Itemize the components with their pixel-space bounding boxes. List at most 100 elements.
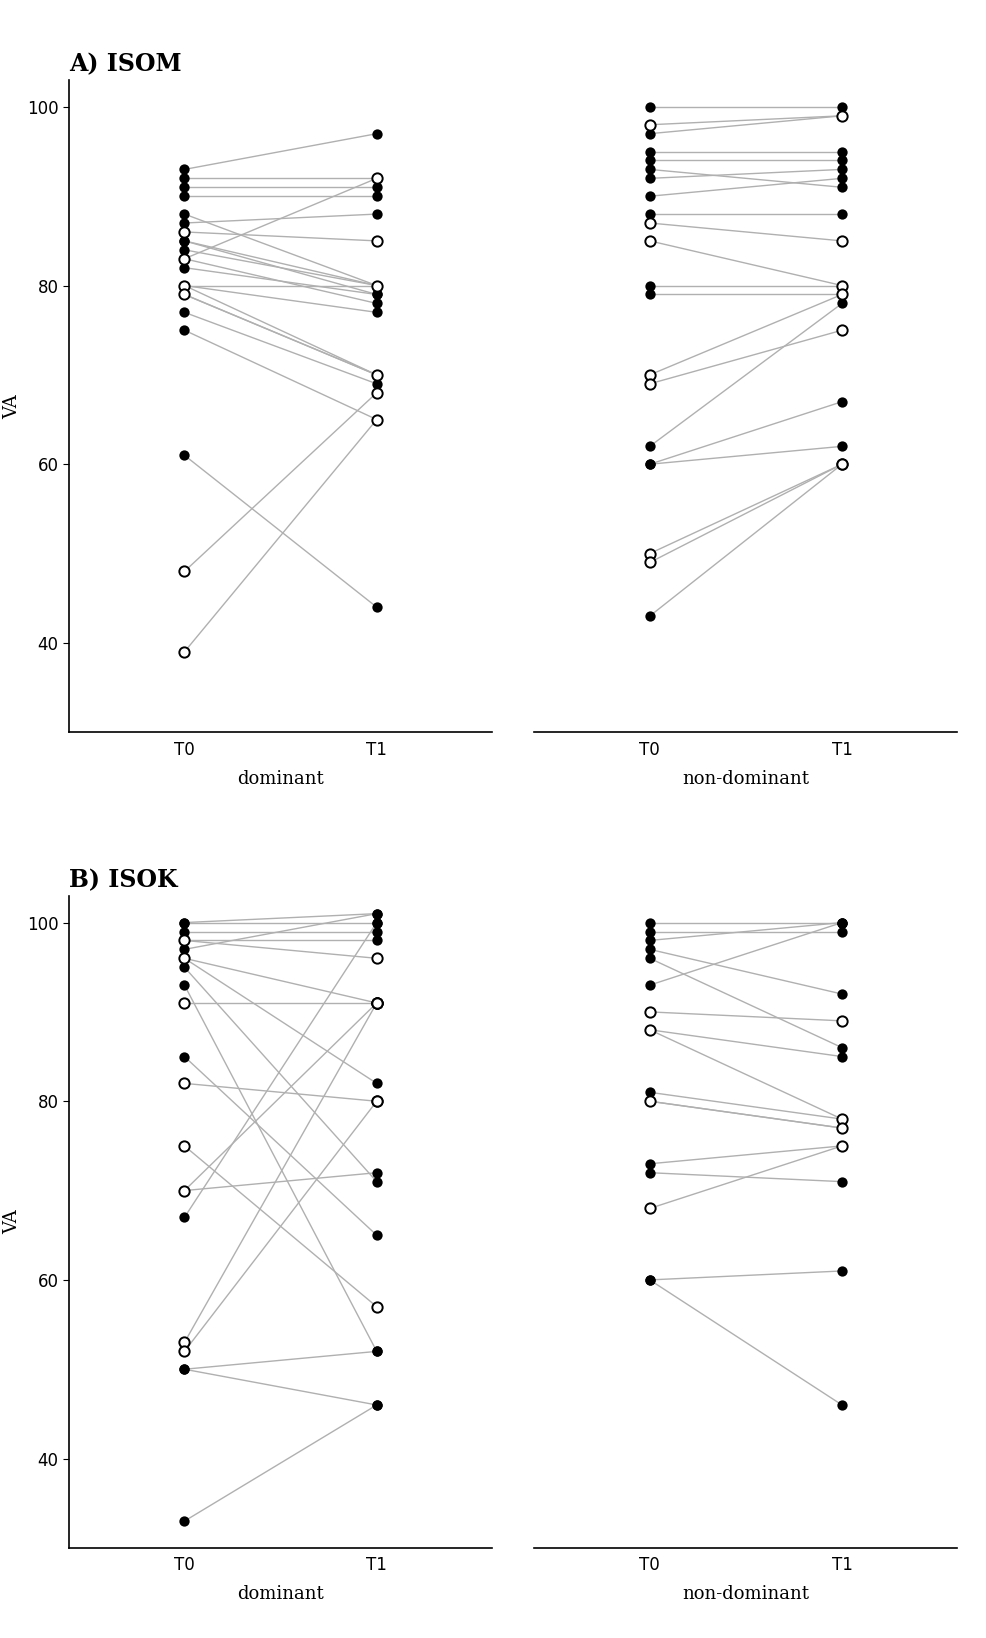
Point (833, 1115, 849, 1142)
Point (369, 1392, 385, 1419)
Point (833, 1043, 849, 1070)
Point (641, 1088, 657, 1114)
Point (369, 300, 385, 326)
Point (176, 937, 192, 963)
Point (369, 272, 385, 298)
Point (369, 1338, 385, 1364)
Point (369, 380, 385, 406)
Point (833, 228, 849, 254)
Point (176, 1178, 192, 1204)
Point (641, 121, 657, 147)
Point (833, 1035, 849, 1061)
Point (176, 282, 192, 308)
Point (176, 246, 192, 272)
Point (833, 318, 849, 344)
Point (176, 945, 192, 971)
Point (641, 272, 657, 298)
Point (833, 1258, 849, 1284)
Point (641, 111, 657, 138)
Point (641, 549, 657, 575)
Point (833, 103, 849, 129)
X-axis label: non-dominant: non-dominant (681, 1586, 809, 1604)
Point (369, 909, 385, 935)
Point (369, 1088, 385, 1114)
Point (641, 201, 657, 228)
Point (641, 139, 657, 165)
Point (833, 93, 849, 120)
Point (833, 1106, 849, 1132)
Point (641, 945, 657, 971)
Point (641, 147, 657, 174)
Y-axis label: VA: VA (4, 1209, 22, 1233)
Point (369, 595, 385, 621)
Point (369, 1168, 385, 1194)
Point (833, 1133, 849, 1160)
Point (176, 246, 192, 272)
Point (833, 1392, 849, 1419)
Point (369, 1338, 385, 1364)
Point (369, 362, 385, 388)
Point (641, 971, 657, 998)
Point (176, 955, 192, 981)
Point (641, 603, 657, 629)
Point (641, 156, 657, 182)
Point (641, 919, 657, 945)
Point (833, 165, 849, 192)
Point (176, 442, 192, 468)
Point (369, 362, 385, 388)
Point (833, 1168, 849, 1194)
Point (369, 945, 385, 971)
Point (833, 156, 849, 182)
Point (833, 450, 849, 477)
Point (833, 282, 849, 308)
Point (833, 103, 849, 129)
Point (176, 272, 192, 298)
Point (176, 927, 192, 953)
Point (369, 165, 385, 192)
Point (369, 1070, 385, 1096)
Point (369, 174, 385, 200)
Point (641, 183, 657, 210)
Point (176, 254, 192, 280)
Point (176, 228, 192, 254)
Point (641, 165, 657, 192)
Point (176, 1204, 192, 1230)
Point (369, 909, 385, 935)
Point (641, 541, 657, 567)
Point (369, 272, 385, 298)
Point (176, 1356, 192, 1382)
Point (369, 272, 385, 298)
Point (369, 989, 385, 1016)
Point (369, 121, 385, 147)
Point (833, 272, 849, 298)
Point (833, 909, 849, 935)
Point (369, 989, 385, 1016)
Point (369, 901, 385, 927)
Point (176, 1070, 192, 1096)
Point (176, 919, 192, 945)
Point (369, 290, 385, 316)
Point (833, 139, 849, 165)
Point (641, 282, 657, 308)
Point (369, 927, 385, 953)
Point (176, 1330, 192, 1356)
Point (641, 450, 657, 477)
Point (176, 559, 192, 585)
Point (176, 1043, 192, 1070)
Point (176, 909, 192, 935)
Point (176, 909, 192, 935)
Point (176, 183, 192, 210)
Point (833, 909, 849, 935)
Point (369, 1222, 385, 1248)
Point (641, 1017, 657, 1043)
Point (176, 1509, 192, 1535)
Point (641, 432, 657, 459)
Point (369, 989, 385, 1016)
Point (641, 370, 657, 396)
Point (176, 639, 192, 665)
Point (641, 1266, 657, 1292)
Point (833, 909, 849, 935)
Point (641, 1266, 657, 1292)
Point (641, 93, 657, 120)
Point (369, 165, 385, 192)
